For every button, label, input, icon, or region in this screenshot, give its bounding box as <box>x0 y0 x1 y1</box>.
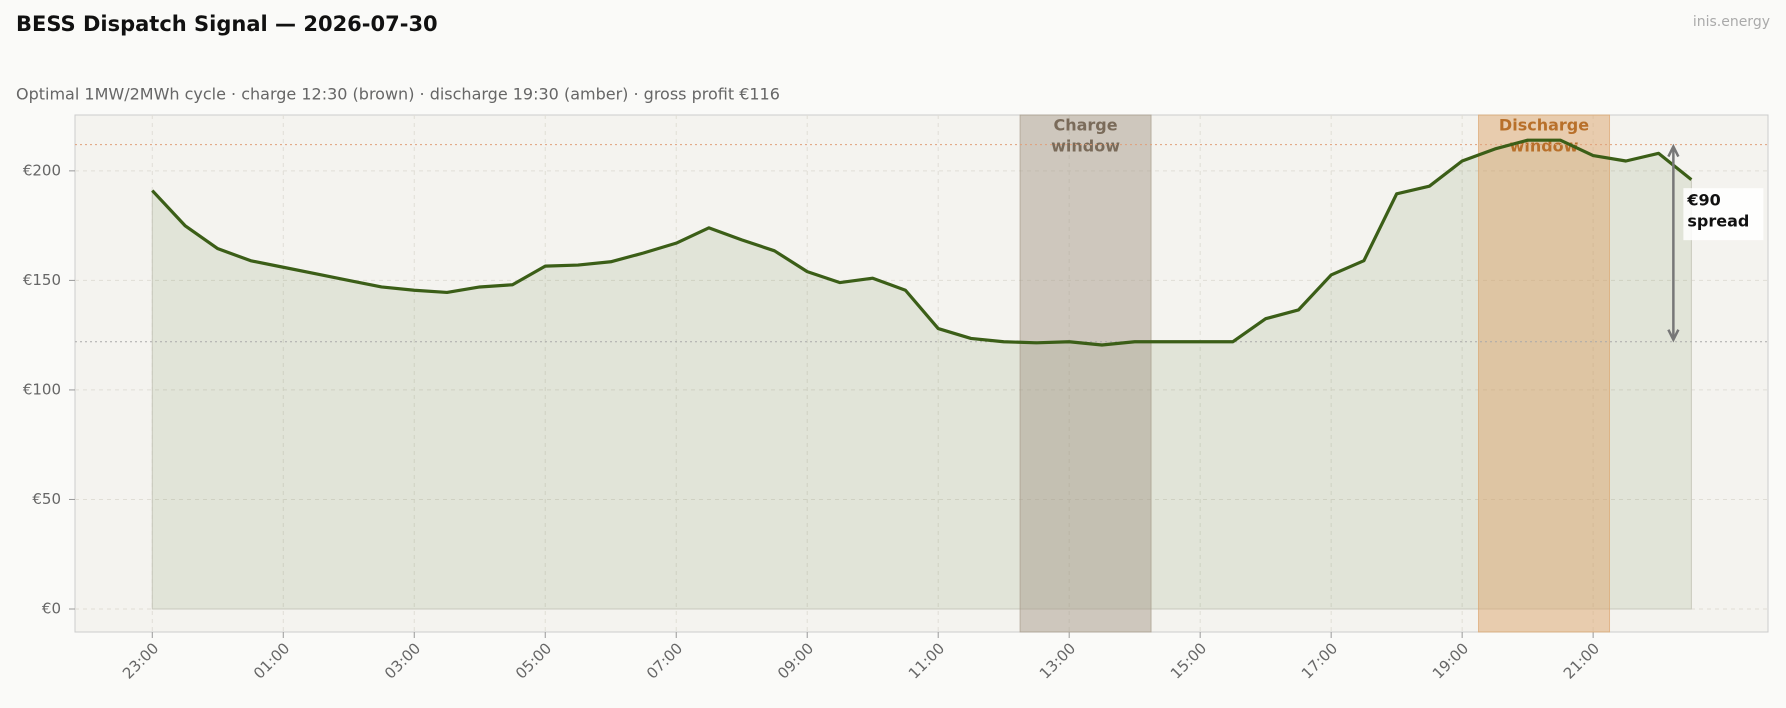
y-tick-label: €0 <box>42 599 61 617</box>
arrow-head <box>1667 143 1680 158</box>
window-label: Discharge <box>1499 116 1589 135</box>
y-tick-label: €150 <box>23 271 61 289</box>
x-tick-label: 09:00 <box>774 639 817 682</box>
x-tick-label: 11:00 <box>905 639 948 682</box>
x-tick-label: 23:00 <box>119 639 162 682</box>
price-line <box>151 138 1693 347</box>
x-tick-label: 15:00 <box>1167 639 1210 682</box>
x-tick-label: 07:00 <box>643 639 686 682</box>
window-band <box>1019 114 1152 633</box>
x-tick-label: 13:00 <box>1036 639 1079 682</box>
window-label: window <box>1051 137 1120 156</box>
y-tick-label: €50 <box>32 490 61 508</box>
x-tick-label: 21:00 <box>1560 639 1603 682</box>
spread-label: €90 <box>1686 191 1720 210</box>
x-tick-label: 03:00 <box>381 639 424 682</box>
arrow-head <box>1667 329 1680 343</box>
x-tick-label: 19:00 <box>1429 639 1472 682</box>
spread-label: spread <box>1687 212 1749 231</box>
y-tick-label: €200 <box>23 161 61 179</box>
x-tick-label: 17:00 <box>1298 639 1341 682</box>
spread-label-box <box>1683 188 1764 241</box>
window-label: Charge <box>1053 116 1117 135</box>
watermark: inis.energy <box>1693 14 1770 30</box>
window-band <box>1478 114 1611 633</box>
chart-subtitle: Optimal 1MW/2MWh cycle · charge 12:30 (b… <box>16 85 780 104</box>
chart-title: BESS Dispatch Signal — 2026-07-30 <box>16 12 438 36</box>
x-tick-label: 05:00 <box>512 639 555 682</box>
y-tick-label: €100 <box>23 380 61 398</box>
x-tick-label: 01:00 <box>250 639 293 682</box>
